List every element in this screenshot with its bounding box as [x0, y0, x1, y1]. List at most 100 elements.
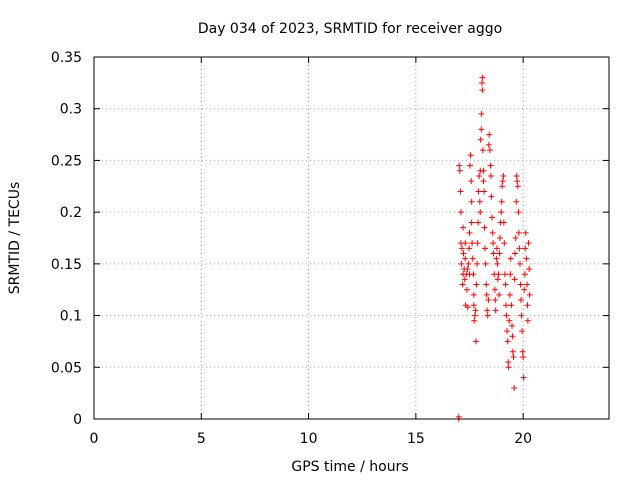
- data-point: [521, 286, 528, 293]
- data-point: [509, 333, 516, 340]
- data-point: [474, 240, 481, 247]
- data-point: [489, 229, 496, 236]
- data-point: [510, 353, 517, 360]
- data-point: [512, 250, 519, 257]
- data-point: [459, 281, 466, 288]
- data-point: [469, 255, 476, 262]
- data-point: [524, 302, 531, 309]
- data-point: [470, 291, 477, 298]
- data-point: [471, 317, 478, 324]
- data-point: [507, 255, 514, 262]
- data-point: [457, 188, 464, 195]
- data-point: [484, 312, 491, 319]
- y-tick-label: 0.35: [51, 50, 82, 66]
- data-point: [480, 167, 487, 174]
- data-point: [500, 172, 507, 179]
- data-point: [518, 297, 525, 304]
- data-point: [508, 302, 515, 309]
- data-point: [520, 374, 527, 381]
- data-point: [496, 291, 503, 298]
- data-point: [500, 219, 507, 226]
- data-point: [479, 147, 486, 154]
- data-point: [521, 271, 528, 278]
- x-tick-label: 20: [514, 431, 532, 447]
- data-point: [475, 188, 482, 195]
- data-point: [496, 250, 503, 257]
- data-point: [506, 317, 513, 324]
- data-point: [525, 240, 532, 247]
- data-point: [514, 178, 521, 185]
- data-point: [492, 307, 499, 314]
- data-point: [494, 276, 501, 283]
- data-point: [466, 162, 473, 169]
- y-axis-label: SRMTID / TECUs: [7, 182, 23, 295]
- data-point: [466, 229, 473, 236]
- data-point: [526, 266, 533, 273]
- x-tick-label: 10: [300, 431, 318, 447]
- data-point: [501, 271, 508, 278]
- y-tick-label: 0.3: [60, 102, 82, 118]
- data-point: [463, 286, 470, 293]
- y-tick-label: 0.05: [51, 360, 82, 376]
- data-point: [465, 260, 472, 267]
- data-point: [490, 250, 497, 257]
- data-points: [455, 74, 533, 422]
- data-point: [464, 304, 471, 311]
- data-point: [479, 74, 486, 81]
- data-point: [524, 281, 531, 288]
- data-point: [522, 229, 529, 236]
- x-tick-label: 15: [407, 431, 425, 447]
- data-point: [516, 260, 523, 267]
- data-point: [514, 183, 521, 190]
- y-tick-label: 0.15: [51, 257, 82, 273]
- data-point: [483, 291, 490, 298]
- data-point: [512, 235, 519, 241]
- data-point: [518, 312, 525, 319]
- data-point: [480, 178, 487, 185]
- data-point: [522, 245, 529, 252]
- data-point: [517, 281, 524, 288]
- data-point: [468, 219, 475, 226]
- data-point: [489, 214, 496, 221]
- data-point: [460, 250, 467, 257]
- data-point: [511, 384, 518, 391]
- data-point: [504, 328, 511, 335]
- data-point: [471, 312, 478, 319]
- data-point: [505, 359, 512, 366]
- data-point: [462, 255, 469, 262]
- x-tick-label: 0: [90, 431, 99, 447]
- data-point: [494, 260, 501, 267]
- data-point: [519, 348, 526, 355]
- plot-frame: [93, 56, 610, 420]
- data-point: [502, 281, 509, 288]
- data-point: [474, 260, 481, 267]
- data-point: [499, 183, 506, 190]
- y-tick-label: 0.2: [60, 205, 82, 221]
- data-point: [467, 152, 474, 159]
- data-point: [488, 193, 495, 200]
- data-point: [460, 224, 467, 231]
- data-point: [520, 353, 527, 360]
- data-point: [484, 307, 491, 314]
- x-axis-label: GPS time / hours: [291, 459, 408, 475]
- data-point: [478, 110, 485, 117]
- data-point: [482, 260, 489, 267]
- data-point: [468, 178, 475, 185]
- data-point: [519, 328, 526, 335]
- data-point: [476, 172, 483, 179]
- data-point: [509, 322, 516, 329]
- data-point: [491, 286, 498, 293]
- y-tick-label: 0.25: [51, 153, 82, 169]
- data-point: [481, 224, 488, 231]
- data-point: [479, 87, 486, 94]
- data-point: [513, 172, 520, 179]
- data-point: [499, 178, 506, 185]
- data-point: [472, 338, 479, 345]
- data-point: [509, 348, 516, 355]
- x-tick-label: 5: [197, 431, 206, 447]
- data-point: [515, 229, 522, 236]
- data-point: [481, 188, 488, 195]
- data-point: [501, 240, 508, 247]
- data-point: [470, 271, 477, 278]
